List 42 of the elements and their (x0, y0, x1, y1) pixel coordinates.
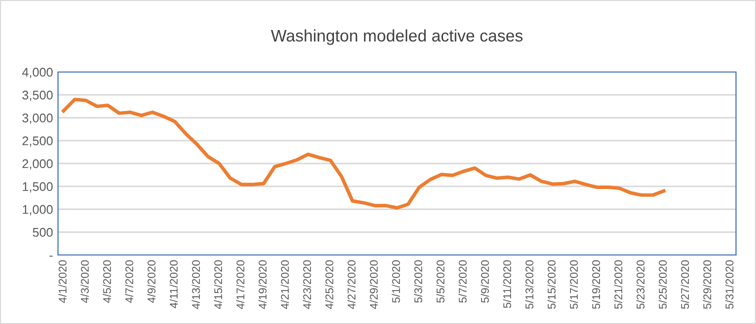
x-tick-label: 4/11/2020 (170, 260, 178, 308)
x-tick-label: 5/25/2020 (658, 260, 667, 309)
x-tick-label: 5/11/2020 (502, 260, 512, 308)
x-tick-label: 4/5/2020 (102, 260, 111, 303)
y-tick-label: 1,500 (22, 182, 53, 193)
x-tick-label: 4/21/2020 (280, 260, 289, 310)
x-tick-label: 5/9/2020 (480, 260, 489, 303)
y-tick-label: 2,000 (22, 159, 53, 170)
x-tick-label: 5/15/2020 (547, 260, 556, 309)
x-tick-label: 5/3/2020 (414, 260, 422, 303)
x-tick-label: 5/1/2020 (392, 260, 400, 303)
x-tick-label: 5/19/2020 (592, 260, 600, 309)
x-tick-label: 4/9/2020 (147, 260, 156, 303)
x-tick-label: 4/27/2020 (347, 260, 356, 310)
x-tick-label: 5/27/2020 (680, 260, 689, 309)
x-tick-label: 4/23/2020 (302, 260, 312, 310)
y-tick-label: 4,000 (22, 68, 53, 78)
x-tick-label: 5/13/2020 (525, 260, 534, 309)
y-tick-label: 2,500 (22, 136, 53, 147)
x-tick-label: 4/19/2020 (258, 260, 267, 310)
y-tick-label: 3,500 (22, 90, 53, 102)
line-series (62, 98, 666, 210)
y-tick-label: 3,000 (22, 114, 53, 124)
x-tick-label: 5/31/2020 (725, 260, 734, 309)
x-tick-label: 5/23/2020 (636, 260, 645, 309)
x-tick-label: 5/5/2020 (436, 260, 444, 303)
x-tick-label: 4/17/2020 (236, 260, 244, 310)
x-tick-label: 5/17/2020 (570, 260, 578, 309)
chart-title: Washington modeled active cases (270, 29, 523, 45)
x-tick-label: 5/21/2020 (614, 260, 622, 309)
x-tick-label: 4/1/2020 (58, 260, 67, 303)
x-tick-label: 4/29/2020 (370, 260, 378, 310)
x-tick-label: 5/7/2020 (458, 260, 467, 303)
x-tick-label: 4/15/2020 (214, 260, 222, 310)
x-tick-label: 4/25/2020 (325, 260, 334, 310)
x-tick-label: 4/7/2020 (125, 260, 134, 303)
y-tick-label: 500 (32, 228, 53, 237)
x-tick-label: 4/13/2020 (192, 260, 200, 310)
y-tick-label: 1,000 (22, 205, 53, 216)
x-tick-label: 4/3/2020 (80, 260, 89, 303)
x-tick-label: 5/29/2020 (703, 260, 712, 309)
y-tick-label: - (50, 256, 53, 257)
